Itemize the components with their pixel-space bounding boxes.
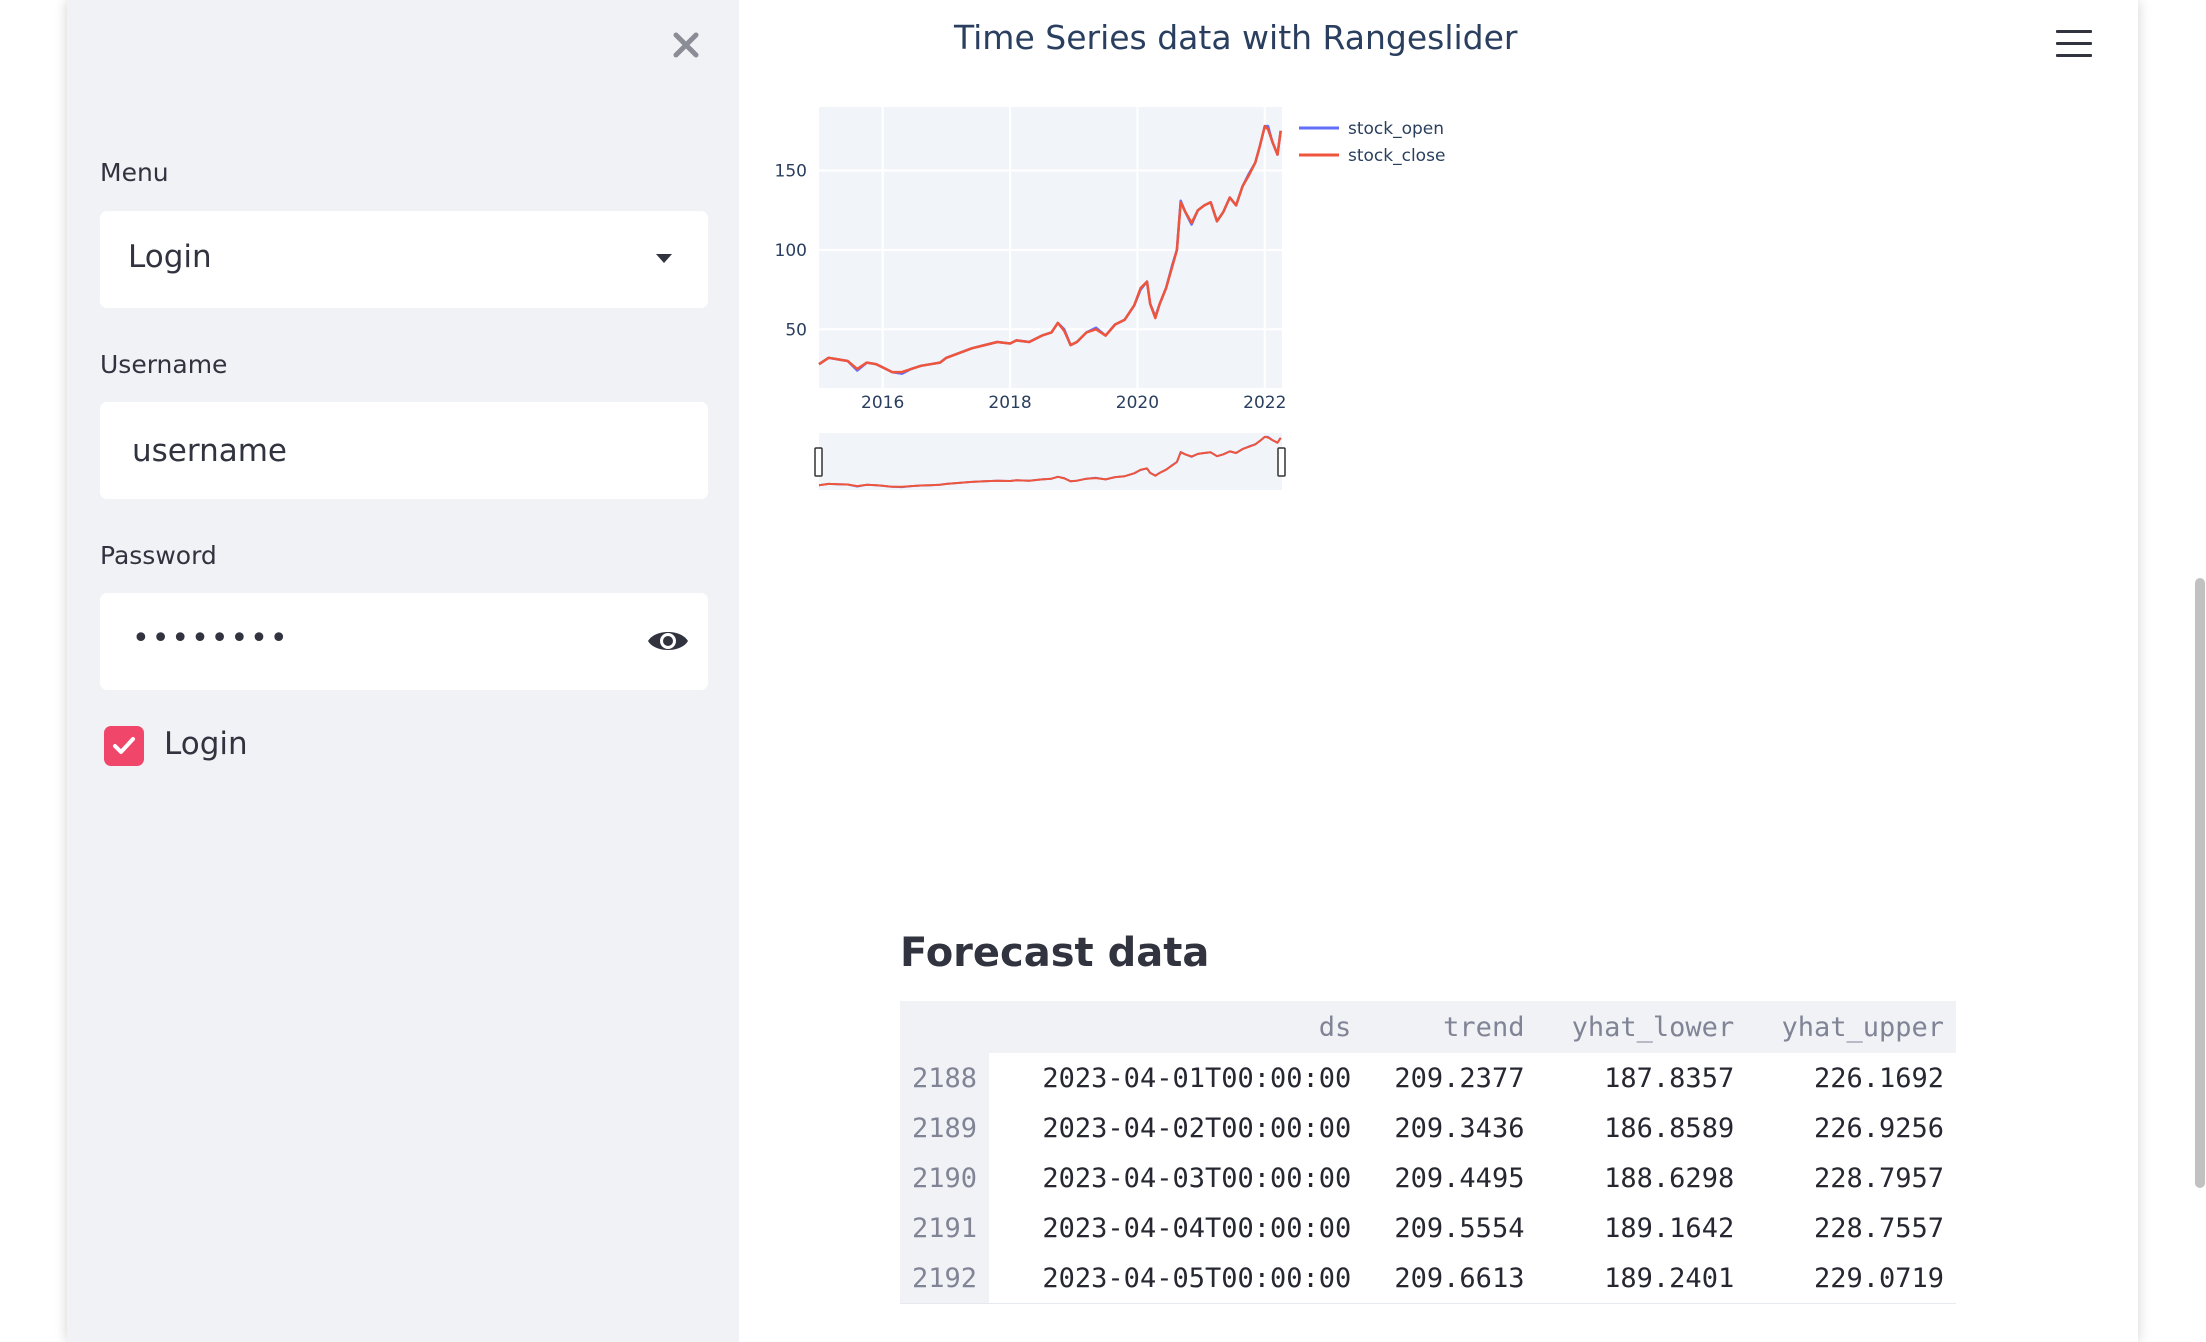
row-index: 2189: [900, 1103, 990, 1153]
chart-title: Time Series data with Rangeslider: [954, 18, 1518, 57]
close-icon: [673, 32, 699, 58]
column-header-ds[interactable]: ds: [989, 1001, 1364, 1053]
x-tick-label: 2020: [1116, 393, 1159, 413]
table-cell: 226.1692: [1813, 1062, 1944, 1094]
main-content: Time Series data with Rangeslider 2016 20…: [739, 0, 2138, 1342]
table-row: 2191 2023-04-04T00:00:00 209.5554 189.1642 2…: [900, 1203, 1956, 1253]
menu-select[interactable]: Login: [100, 211, 708, 308]
row-index: 2188: [900, 1053, 990, 1103]
y-tick-label: 50: [785, 320, 807, 340]
column-header-yhat_lower[interactable]: yhat_lower: [1536, 1001, 1747, 1053]
table-cell: 209.5554: [1394, 1212, 1525, 1244]
table-row: 2192 2023-04-05T00:00:00 209.6613 189.2401 2…: [900, 1253, 1956, 1304]
password-label: Password: [100, 541, 217, 570]
table-cell: 2023-04-05T00:00:00: [989, 1253, 1364, 1304]
row-index: 2192: [900, 1253, 990, 1304]
y-tick-label: 100: [775, 241, 807, 261]
password-field[interactable]: ••••••••: [100, 593, 708, 690]
column-header-yhat_upper[interactable]: yhat_upper: [1746, 1001, 1956, 1053]
password-value: ••••••••: [132, 621, 290, 656]
legend-label-stock_open: stock_open: [1348, 119, 1444, 139]
x-tick-label: 2022: [1243, 393, 1286, 413]
menu-label: Menu: [100, 158, 169, 187]
chevron-down-icon: [656, 254, 672, 263]
table-cell: 186.8589: [1604, 1112, 1735, 1144]
x-tick-label: 2018: [988, 393, 1031, 413]
menu-select-value: Login: [128, 239, 212, 275]
plot-area: [819, 107, 1282, 388]
time-series-chart[interactable]: 2016 2018 2020 2022 50 100 150 stock_open stock_…: [739, 0, 2138, 720]
rangeslider-handle-right[interactable]: [1277, 447, 1286, 477]
rangeslider-line-stock_close: [818, 435, 1282, 488]
table-cell: 209.2377: [1394, 1062, 1525, 1094]
column-header-trend[interactable]: trend: [1363, 1001, 1537, 1053]
row-index: 2191: [900, 1203, 990, 1253]
table-cell: 209.4495: [1394, 1162, 1525, 1194]
legend-label-stock_close: stock_close: [1348, 146, 1445, 166]
table-cell: 209.6613: [1363, 1253, 1537, 1304]
series-line-stock_close: [818, 124, 1282, 374]
username-label: Username: [100, 350, 228, 379]
close-sidebar-button[interactable]: [663, 22, 709, 68]
eye-icon[interactable]: [646, 625, 690, 657]
window-margin-left: [0, 0, 67, 1342]
username-field-container: [100, 402, 708, 499]
forecast-table: ds trend yhat_lower yhat_upper 2188 2023-04-…: [900, 1001, 1956, 1304]
rangeslider-handle-left[interactable]: [814, 447, 823, 477]
table-row: 2189 2023-04-02T00:00:00 209.3436 186.8589 2…: [900, 1103, 1956, 1153]
login-checkbox[interactable]: [104, 726, 144, 766]
table-cell: 228.7957: [1813, 1162, 1944, 1194]
rangeslider-background: [819, 433, 1282, 490]
table-cell: 189.2401: [1536, 1253, 1747, 1304]
table-cell: 2023-04-03T00:00:00: [1042, 1162, 1352, 1194]
table-cell: 209.3436: [1394, 1112, 1525, 1144]
hamburger-menu-icon[interactable]: [2056, 30, 2092, 60]
table-cell: 2023-04-01T00:00:00: [1042, 1062, 1352, 1094]
table-cell: 228.7557: [1813, 1212, 1944, 1244]
forecast-title: Forecast data: [900, 930, 1210, 976]
table-cell: 2023-04-02T00:00:00: [1042, 1112, 1352, 1144]
window-margin-right: [2138, 0, 2206, 1342]
table-header-row: ds trend yhat_lower yhat_upper: [900, 1001, 1956, 1053]
checkmark-icon: [113, 737, 135, 754]
app-window: Menu Login Username Password •••••••• Lo…: [67, 0, 2205, 1342]
column-header-index[interactable]: [900, 1001, 990, 1053]
table-cell: 226.9256: [1813, 1112, 1944, 1144]
row-index: 2190: [900, 1153, 990, 1203]
table-cell: 189.1642: [1604, 1212, 1735, 1244]
y-tick-label: 150: [775, 162, 807, 182]
table-row: 2190 2023-04-03T00:00:00 209.4495 188.6298 2…: [900, 1153, 1956, 1203]
username-field[interactable]: [100, 402, 708, 499]
table-row: 2188 2023-04-01T00:00:00 209.2377 187.8357 2…: [900, 1053, 1956, 1103]
sidebar: Menu Login Username Password •••••••• Lo…: [67, 0, 739, 1342]
table-cell: 229.0719: [1746, 1253, 1956, 1304]
table-cell: 188.6298: [1604, 1162, 1735, 1194]
table-cell: 187.8357: [1604, 1062, 1735, 1094]
table-cell: 2023-04-04T00:00:00: [1042, 1212, 1352, 1244]
x-tick-label: 2016: [861, 393, 904, 413]
scrollbar[interactable]: [2195, 578, 2205, 1188]
login-checkbox-label: Login: [164, 726, 248, 762]
